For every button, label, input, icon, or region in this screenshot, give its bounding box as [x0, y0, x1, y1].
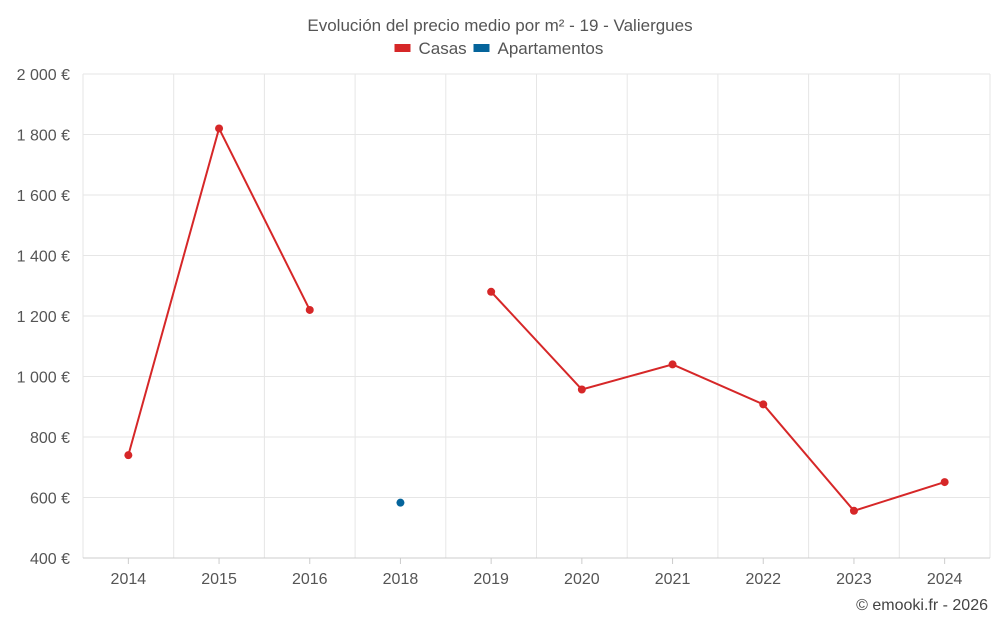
x-tick-label: 2024	[927, 571, 963, 588]
credit-text: © emooki.fr - 2026	[856, 597, 988, 614]
legend-label: Apartamentos	[498, 39, 604, 58]
grid	[82, 73, 991, 558]
axes: 400 € 600 € 800 € 1 000 € 1 200 € 1 400 € 1 60…	[17, 67, 990, 588]
data-point-casas	[759, 400, 768, 409]
y-tick-label: 1 600 €	[17, 188, 70, 205]
y-tick-label: 1 200 €	[17, 309, 70, 326]
data-point-casas	[849, 506, 858, 515]
x-tick-label: 2023	[836, 571, 872, 588]
y-tick-label: 1 000 €	[17, 370, 70, 387]
legend: Casas Apartamentos	[394, 39, 604, 58]
x-tick-label: 2018	[383, 571, 419, 588]
x-tick-label: 2014	[111, 571, 147, 588]
legend-label: Casas	[419, 39, 467, 58]
series	[124, 124, 949, 515]
x-tick-label: 2015	[201, 571, 237, 588]
series-line-casas	[127, 125, 311, 456]
x-tick-label: 2016	[292, 571, 328, 588]
y-tick-label: 1 400 €	[17, 249, 70, 266]
legend-item: Apartamentos	[473, 39, 604, 58]
series-line-casas	[490, 291, 945, 512]
x-tick-label: 2020	[564, 571, 600, 588]
y-tick-label: 1 800 €	[17, 128, 70, 145]
legend-item: Casas	[394, 39, 467, 58]
data-point-casas	[940, 478, 949, 487]
data-point-casas	[124, 451, 133, 460]
data-point-casas	[668, 360, 677, 369]
y-tick-label: 2 000 €	[17, 67, 70, 84]
chart-title: Evolución del precio medio por m² - 19 -…	[307, 16, 692, 35]
data-point-casas	[487, 287, 496, 296]
data-point-apartamentos	[396, 498, 405, 507]
legend-swatch	[473, 44, 490, 52]
y-tick-label: 400 €	[30, 551, 70, 568]
legend-swatch	[394, 44, 411, 52]
y-tick-label: 600 €	[30, 491, 70, 508]
data-point-casas	[215, 124, 224, 133]
y-tick-label: 800 €	[30, 430, 70, 447]
x-tick-label: 2022	[745, 571, 781, 588]
data-point-casas	[577, 385, 586, 394]
x-tick-label: 2019	[473, 571, 509, 588]
x-tick-label: 2021	[655, 571, 691, 588]
data-point-casas	[305, 305, 314, 314]
